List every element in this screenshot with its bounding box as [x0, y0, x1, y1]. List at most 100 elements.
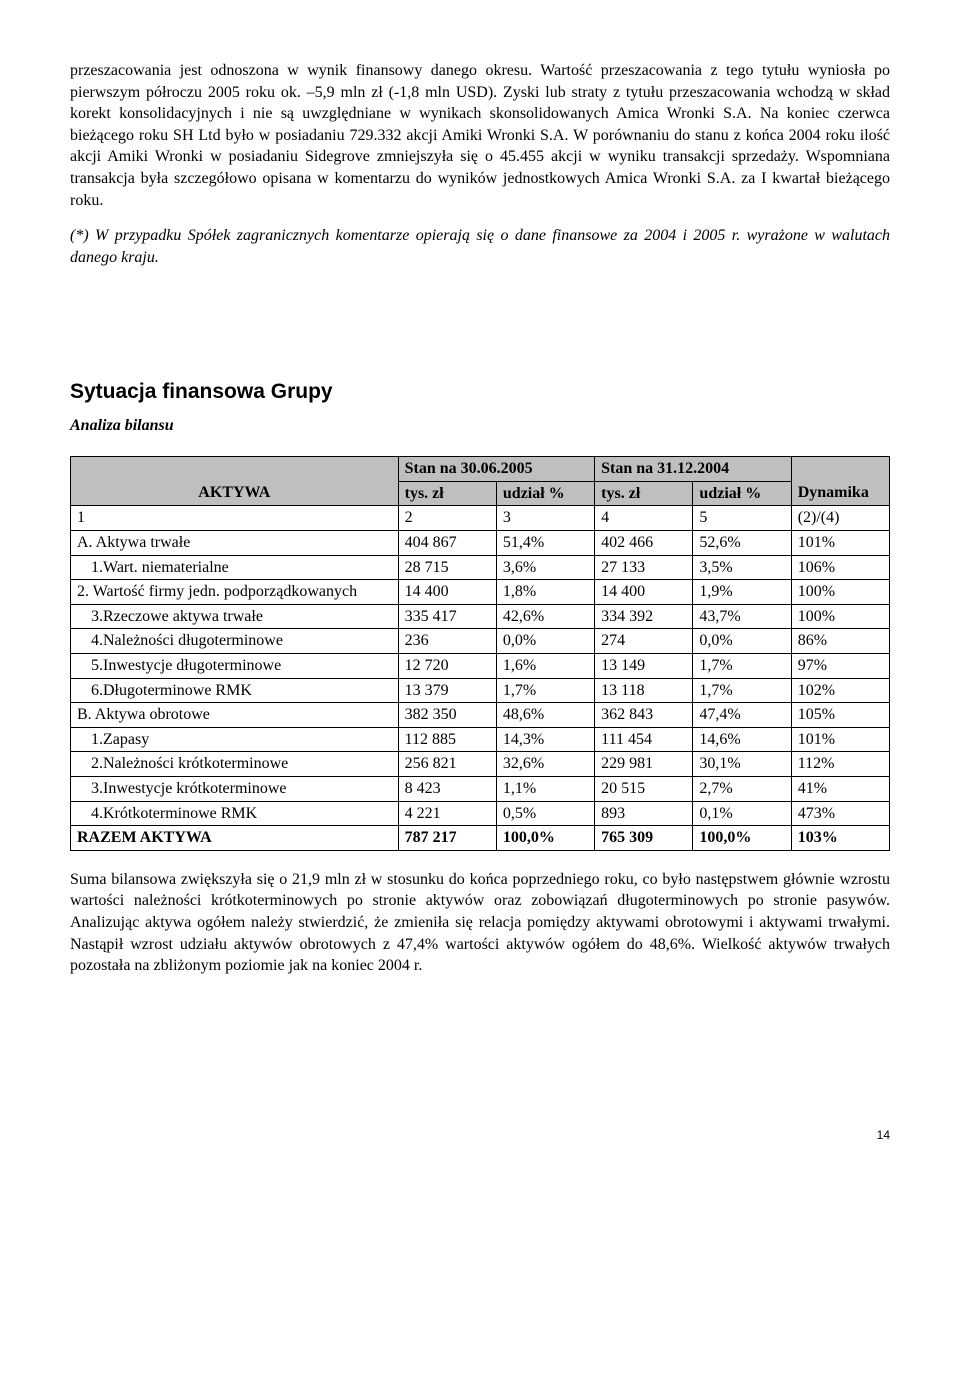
numrow-c3: 3 — [496, 506, 594, 531]
row-value: 52,6% — [693, 531, 791, 556]
row-label: 6.Długoterminowe RMK — [71, 678, 399, 703]
table-row: A. Aktywa trwałe404 86751,4%402 46652,6%… — [71, 531, 890, 556]
row-value: 256 821 — [398, 752, 496, 777]
table-row: 1.Zapasy112 88514,3%111 45414,6%101% — [71, 727, 890, 752]
row-value: 229 981 — [595, 752, 693, 777]
row-label: 1.Zapasy — [71, 727, 399, 752]
row-value: 1,8% — [496, 580, 594, 605]
row-label: 3.Inwestycje krótkoterminowe — [71, 777, 399, 802]
page-number: 14 — [70, 1127, 890, 1143]
row-value: 1,6% — [496, 654, 594, 679]
aktywa-table: Stan na 30.06.2005 Stan na 31.12.2004 AK… — [70, 456, 890, 851]
header-aktywa: AKTYWA — [71, 481, 399, 506]
row-value: 101% — [791, 727, 889, 752]
header-tys1: tys. zł — [398, 481, 496, 506]
table-row: 3.Rzeczowe aktywa trwałe335 41742,6%334 … — [71, 604, 890, 629]
row-value: 787 217 — [398, 826, 496, 851]
row-value: 86% — [791, 629, 889, 654]
row-value: 13 118 — [595, 678, 693, 703]
table-row: 5.Inwestycje długoterminowe12 7201,6%13 … — [71, 654, 890, 679]
row-value: 1,1% — [496, 777, 594, 802]
row-value: 473% — [791, 801, 889, 826]
row-value: 100% — [791, 580, 889, 605]
row-value: 402 466 — [595, 531, 693, 556]
numrow-c1: 1 — [71, 506, 399, 531]
row-value: 41% — [791, 777, 889, 802]
row-value: 106% — [791, 555, 889, 580]
row-label: 3.Rzeczowe aktywa trwałe — [71, 604, 399, 629]
subsection-title: Analiza bilansu — [70, 415, 890, 437]
row-value: 404 867 — [398, 531, 496, 556]
row-value: 100% — [791, 604, 889, 629]
row-value: 42,6% — [496, 604, 594, 629]
row-value: 1,7% — [496, 678, 594, 703]
row-value: 8 423 — [398, 777, 496, 802]
row-value: 0,1% — [693, 801, 791, 826]
row-value: 2,7% — [693, 777, 791, 802]
row-value: 48,6% — [496, 703, 594, 728]
row-value: 100,0% — [693, 826, 791, 851]
row-value: 4 221 — [398, 801, 496, 826]
table-row: B. Aktywa obrotowe382 35048,6%362 84347,… — [71, 703, 890, 728]
row-value: 14,3% — [496, 727, 594, 752]
row-label: 4.Krótkoterminowe RMK — [71, 801, 399, 826]
row-value: 100,0% — [496, 826, 594, 851]
header-stan1: Stan na 30.06.2005 — [398, 457, 595, 482]
row-label: A. Aktywa trwałe — [71, 531, 399, 556]
row-value: 102% — [791, 678, 889, 703]
row-value: 12 720 — [398, 654, 496, 679]
row-label: 2.Należności krótkoterminowe — [71, 752, 399, 777]
row-value: 274 — [595, 629, 693, 654]
row-value: 14 400 — [398, 580, 496, 605]
table-row: 3.Inwestycje krótkoterminowe8 4231,1%20 … — [71, 777, 890, 802]
section-title: Sytuacja finansowa Grupy — [70, 378, 890, 406]
table-row: 4.Krótkoterminowe RMK4 2210,5%8930,1%473… — [71, 801, 890, 826]
row-value: 765 309 — [595, 826, 693, 851]
numrow-c6: (2)/(4) — [791, 506, 889, 531]
row-label: RAZEM AKTYWA — [71, 826, 399, 851]
row-value: 101% — [791, 531, 889, 556]
row-value: 362 843 — [595, 703, 693, 728]
numrow-c2: 2 — [398, 506, 496, 531]
row-value: 3,5% — [693, 555, 791, 580]
row-value: 51,4% — [496, 531, 594, 556]
row-value: 111 454 — [595, 727, 693, 752]
row-label: 4.Należności długoterminowe — [71, 629, 399, 654]
row-value: 32,6% — [496, 752, 594, 777]
row-label: 2. Wartość firmy jedn. podporządkowanych — [71, 580, 399, 605]
row-value: 30,1% — [693, 752, 791, 777]
row-value: 13 379 — [398, 678, 496, 703]
row-value: 112 885 — [398, 727, 496, 752]
row-value: 1,7% — [693, 654, 791, 679]
row-label: B. Aktywa obrotowe — [71, 703, 399, 728]
row-value: 47,4% — [693, 703, 791, 728]
row-value: 334 392 — [595, 604, 693, 629]
row-value: 335 417 — [398, 604, 496, 629]
row-value: 893 — [595, 801, 693, 826]
row-value: 112% — [791, 752, 889, 777]
table-numrow: 1 2 3 4 5 (2)/(4) — [71, 506, 890, 531]
row-value: 14,6% — [693, 727, 791, 752]
row-value: 28 715 — [398, 555, 496, 580]
numrow-c4: 4 — [595, 506, 693, 531]
header-udz1: udział % — [496, 481, 594, 506]
row-value: 27 133 — [595, 555, 693, 580]
row-value: 3,6% — [496, 555, 594, 580]
paragraph-3: Suma bilansowa zwiększyła się o 21,9 mln… — [70, 869, 890, 977]
row-value: 97% — [791, 654, 889, 679]
table-row: 2. Wartość firmy jedn. podporządkowanych… — [71, 580, 890, 605]
row-value: 14 400 — [595, 580, 693, 605]
row-value: 0,5% — [496, 801, 594, 826]
numrow-c5: 5 — [693, 506, 791, 531]
header-tys2: tys. zł — [595, 481, 693, 506]
row-value: 20 515 — [595, 777, 693, 802]
row-value: 382 350 — [398, 703, 496, 728]
row-label: 1.Wart. niematerialne — [71, 555, 399, 580]
row-value: 0,0% — [693, 629, 791, 654]
table-row: 6.Długoterminowe RMK13 3791,7%13 1181,7%… — [71, 678, 890, 703]
header-udz2: udział % — [693, 481, 791, 506]
row-value: 1,9% — [693, 580, 791, 605]
header-dynamika: Dynamika — [791, 481, 889, 506]
row-value: 0,0% — [496, 629, 594, 654]
row-value: 236 — [398, 629, 496, 654]
